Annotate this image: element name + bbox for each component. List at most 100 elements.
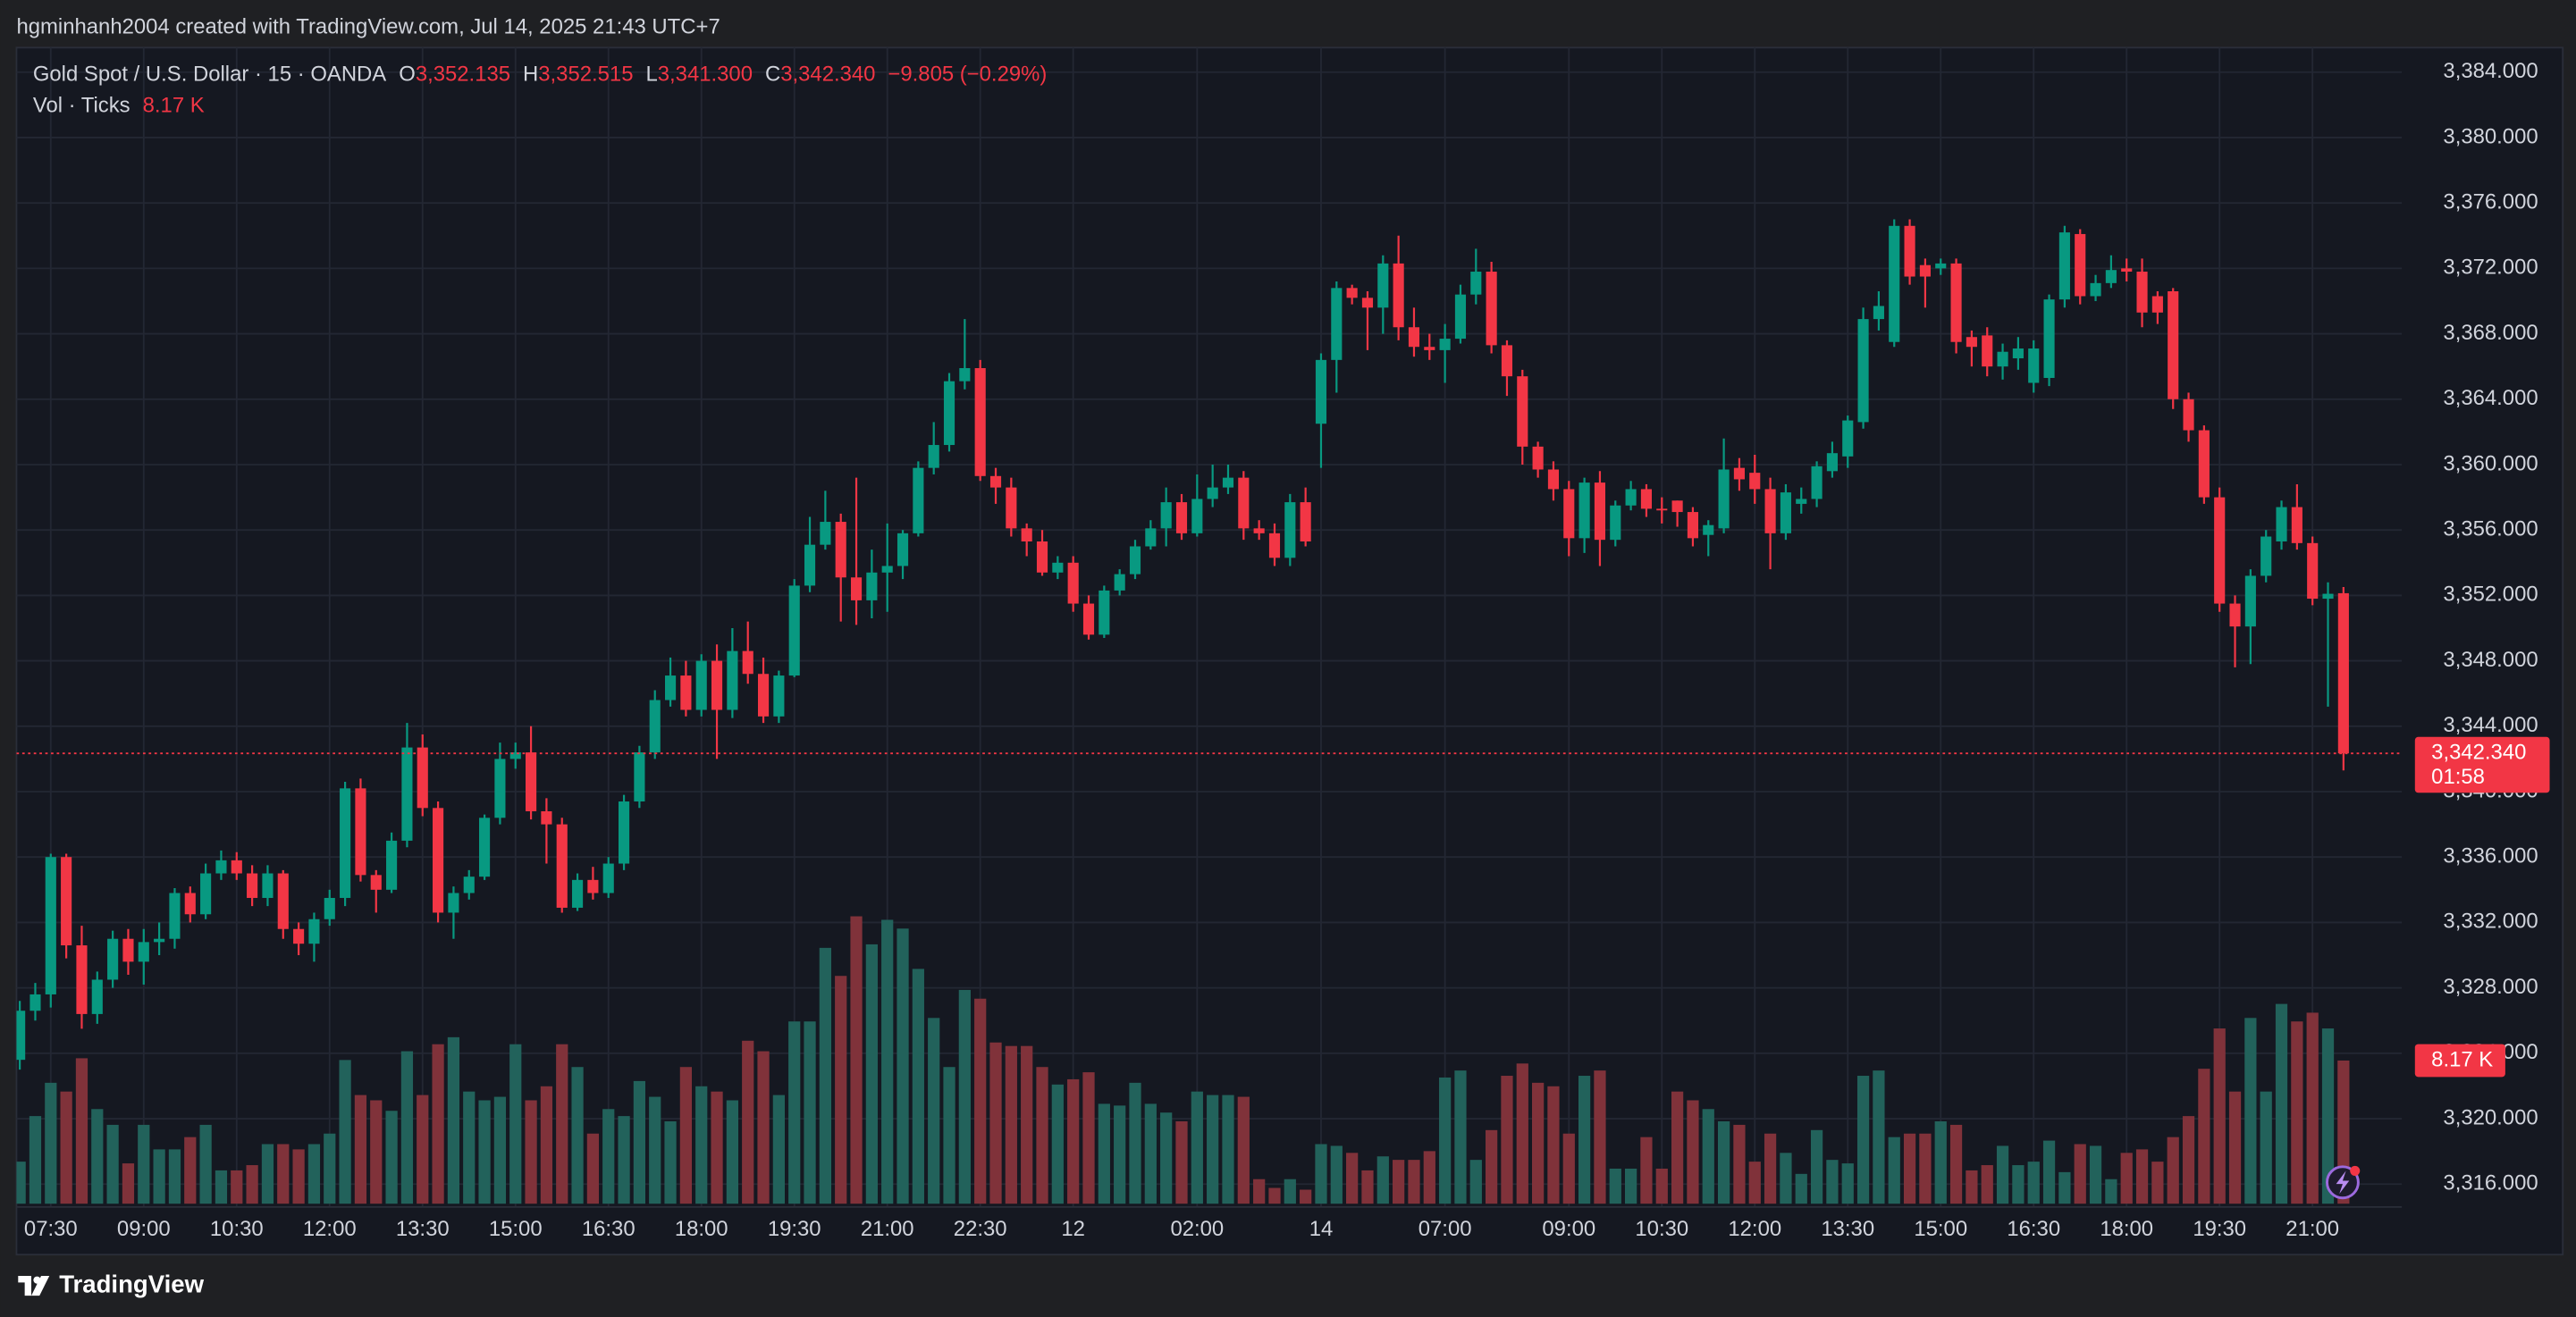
volume-bar [370,1100,383,1204]
volume-bar [1856,1076,1870,1204]
volume-bar [788,1021,801,1204]
last-price-tag [2414,736,2550,793]
volume-bar [509,1044,522,1204]
volume-bar [1284,1179,1296,1204]
candle-body [2322,593,2334,600]
volume-bar [1949,1124,1963,1204]
volume-bar [757,1051,770,1204]
logo-mark [18,1276,32,1296]
candle-body [1393,263,1404,328]
candle-body [107,938,119,980]
candle-body [1594,482,1606,541]
candle-body [680,675,692,710]
volume-bar [1594,1070,1606,1204]
candle-body [1764,489,1776,533]
volume-bar [400,1051,414,1204]
volume-bar [1082,1072,1095,1204]
volume-bar [1640,1137,1653,1204]
candle-body [1826,453,1838,472]
volume-bar [2244,1018,2257,1204]
candle-body [1703,524,1714,535]
volume-bar [2151,1162,2164,1204]
volume-bar [1439,1077,1452,1204]
volume-bar [2012,1165,2025,1204]
volume-bar [1810,1129,1823,1204]
volume-bar [1748,1162,1761,1204]
lightning-icon[interactable] [2326,1165,2361,1200]
x-tick-label: 16:30 [582,1217,636,1241]
x-tick-label: 07:00 [1418,1217,1472,1241]
candle-body [1997,351,2008,367]
candle-body [1857,319,1869,423]
volume-bar [1532,1082,1545,1204]
volume-bar [45,1082,57,1204]
volume-bar [1547,1086,1560,1204]
candle-body [1439,339,1451,350]
candle-body [1377,263,1389,308]
candle-body [1129,546,1141,575]
y-tick-label: 3,380.000 [2443,124,2538,148]
candle-body [1175,502,1188,533]
candle-body [804,544,816,586]
volume-bar [478,1100,491,1204]
candle-body [2183,398,2194,431]
candle-body [897,533,909,566]
candle-body [215,860,227,874]
volume-pane [16,916,2350,1204]
volume-bar [1655,1168,1668,1204]
candle-body [943,381,955,446]
candle-body [2043,299,2055,378]
volume-bar [1516,1063,1528,1204]
candle-body [433,808,444,913]
volume-bar [2135,1149,2149,1204]
candle-body [2058,232,2070,300]
volume-bar [1268,1187,1281,1204]
volume-bar [153,1149,165,1204]
x-tick-label: 09:00 [117,1217,171,1241]
y-tick-label: 3,352.000 [2443,583,2538,607]
candle-body [2105,270,2117,283]
candle-body [989,475,1002,488]
volume-bar [695,1086,708,1204]
candle-body [587,879,599,893]
x-tick-label: 15:00 [489,1217,543,1241]
countdown-label: 01:58 [2431,765,2485,789]
candle-body [45,857,56,994]
volume-bar [292,1149,305,1204]
volume-bar [29,1116,42,1204]
candle-body [1625,489,1637,506]
volume-bar [168,1149,181,1204]
candle-body [324,897,335,919]
candle-body [16,1011,26,1061]
volume-bar [2260,1091,2272,1204]
y-tick-label: 3,328.000 [2443,975,2538,999]
candle-body [541,810,552,825]
candle-body [2151,296,2163,313]
candle-body [1486,272,1497,346]
candle-body [247,873,258,898]
volume-bar [339,1060,351,1204]
x-tick-label: 09:00 [1542,1217,1595,1241]
x-tick-label: 21:00 [861,1217,914,1241]
y-tick-label: 3,384.000 [2443,59,2538,83]
candle-body [293,928,305,944]
volume-bar [726,1100,739,1204]
candle-body [1935,263,1947,269]
candle-body [231,860,242,874]
volume-bar [586,1133,600,1204]
volume-bar [865,944,878,1204]
volume-bar [618,1116,630,1204]
volume-bar [1175,1121,1188,1204]
volume-bar [16,1162,26,1204]
legend-row: Gold Spot / U.S. Dollar · 15 · OANDA O3,… [33,63,1047,87]
volume-bar [184,1137,197,1204]
candle-body [1021,528,1032,542]
candle-body [355,788,366,876]
candle-body [2307,542,2319,600]
volume-bar [602,1109,615,1204]
y-tick-label: 3,348.000 [2443,648,2538,672]
volume-bar [493,1096,507,1204]
y-tick-label: 3,364.000 [2443,386,2538,410]
volume-bar [1687,1100,1699,1204]
candle-body [29,994,41,1011]
